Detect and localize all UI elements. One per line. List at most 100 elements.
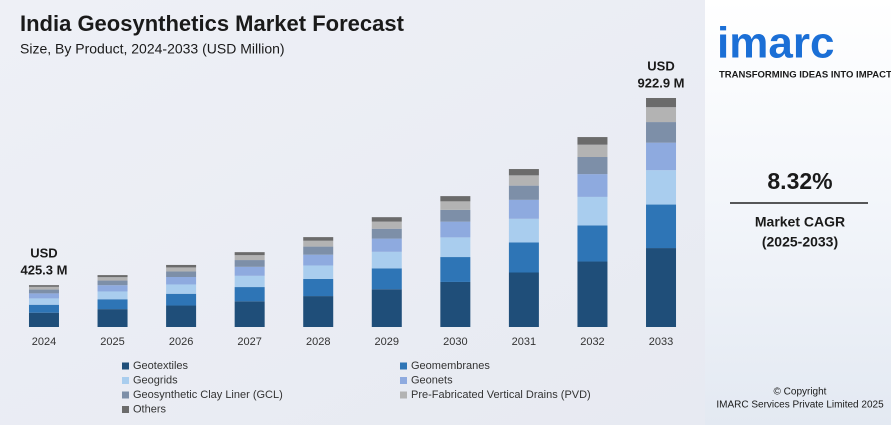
bar-segment: [303, 254, 334, 266]
bar-segment: [234, 275, 265, 288]
bar-segment: [234, 260, 265, 267]
legend-swatch: [122, 377, 129, 384]
bar-segment: [440, 201, 471, 210]
bar-segment: [577, 157, 608, 175]
chart-subtitle: Size, By Product, 2024-2033 (USD Million…: [20, 41, 285, 57]
bar-segment: [28, 289, 59, 294]
bar-segment: [440, 209, 471, 222]
bar-segment: [97, 275, 128, 278]
bar-segment: [303, 265, 334, 279]
bar-segment: [646, 248, 677, 327]
tagline: TRANSFORMING IDEAS INTO IMPACT: [719, 70, 891, 81]
bar-segment: [508, 175, 539, 186]
legend-label: Geotextiles: [133, 360, 189, 372]
bar-segment: [371, 251, 402, 269]
bar-segment: [646, 170, 677, 205]
bar-segment: [303, 246, 334, 255]
legend-swatch: [400, 377, 407, 384]
legend-swatch: [122, 391, 129, 399]
bar-segment: [166, 305, 197, 327]
bar-segment: [371, 228, 402, 239]
cagr-label: Market CAGR: [755, 214, 845, 230]
bar-segment: [371, 221, 402, 229]
bar-segment: [28, 298, 59, 305]
bar-segment: [166, 267, 197, 272]
copyright: © Copyright: [774, 387, 827, 398]
bar-segment: [577, 137, 608, 145]
total-unit: USD: [647, 58, 674, 73]
bar-segment: [577, 174, 608, 197]
bar-segment: [303, 278, 334, 297]
bar-segment: [28, 304, 59, 313]
x-tick-label: 2031: [512, 336, 536, 348]
bar-segment: [28, 285, 59, 287]
bar-segment: [440, 221, 471, 238]
bar-segment: [303, 240, 334, 247]
bar-segment: [577, 261, 608, 327]
x-tick-label: 2030: [443, 336, 467, 348]
bar-segment: [234, 252, 265, 256]
bar-segment: [508, 199, 539, 219]
bar-segment: [508, 218, 539, 243]
x-tick-label: 2024: [32, 336, 56, 348]
x-tick-label: 2029: [375, 336, 399, 348]
bar-segment: [371, 289, 402, 327]
bar-segment: [371, 268, 402, 290]
chart-title: India Geosynthetics Market Forecast: [20, 11, 405, 36]
bar-segment: [28, 293, 59, 299]
x-tick-label: 2033: [649, 336, 673, 348]
x-tick-label: 2027: [237, 336, 261, 348]
bar-segment: [646, 204, 677, 249]
total-label: 425.3 M: [20, 263, 67, 278]
bar-segment: [97, 277, 128, 281]
bar-segment: [28, 286, 59, 290]
bar-segment: [234, 287, 265, 302]
bar-segment: [440, 237, 471, 258]
legend-label: Geogrids: [133, 374, 178, 386]
bar-segment: [166, 293, 197, 306]
bar-segment: [646, 122, 677, 143]
bar-segment: [28, 312, 59, 327]
legend-swatch: [122, 362, 129, 370]
total-label: 922.9 M: [638, 75, 685, 90]
cagr-period: (2025-2033): [762, 234, 838, 250]
bar-segment: [577, 225, 608, 262]
bar-segment: [97, 299, 128, 310]
bar-segment: [97, 285, 128, 292]
bar-segment: [508, 272, 539, 327]
x-tick-label: 2025: [100, 336, 124, 348]
bar-segment: [303, 296, 334, 327]
bar-segment: [440, 281, 471, 327]
legend-label: Geonets: [411, 374, 453, 386]
x-tick-label: 2026: [169, 336, 193, 348]
bar-segment: [303, 237, 334, 241]
bar-segment: [646, 142, 677, 171]
bar-segment: [440, 257, 471, 282]
legend-swatch: [400, 362, 407, 370]
bar-segment: [508, 169, 539, 176]
legend-label: Others: [133, 403, 167, 415]
logo: imarc: [717, 19, 834, 68]
legend-label: Geosynthetic Clay Liner (GCL): [133, 389, 283, 401]
bar-segment: [646, 97, 677, 108]
bar-segment: [166, 284, 197, 294]
bar-segment: [371, 217, 402, 222]
bar-segment: [371, 238, 402, 252]
x-tick-label: 2028: [306, 336, 330, 348]
bar-segment: [97, 291, 128, 300]
bar-segment: [577, 144, 608, 158]
legend-label: Pre-Fabricated Vertical Drains (PVD): [411, 389, 591, 401]
sidebar-background: [705, 0, 891, 425]
bar-segment: [646, 107, 677, 123]
total-unit: USD: [30, 246, 57, 261]
bar-segment: [166, 277, 197, 285]
bar-segment: [166, 264, 197, 268]
bar-segment: [97, 309, 128, 327]
legend-swatch: [122, 406, 129, 413]
x-tick-label: 2032: [580, 336, 604, 348]
legend-label: Geomembranes: [411, 360, 490, 372]
bar-segment: [508, 242, 539, 273]
company: IMARC Services Private Limited 2025: [716, 400, 884, 411]
bar-segment: [508, 185, 539, 200]
